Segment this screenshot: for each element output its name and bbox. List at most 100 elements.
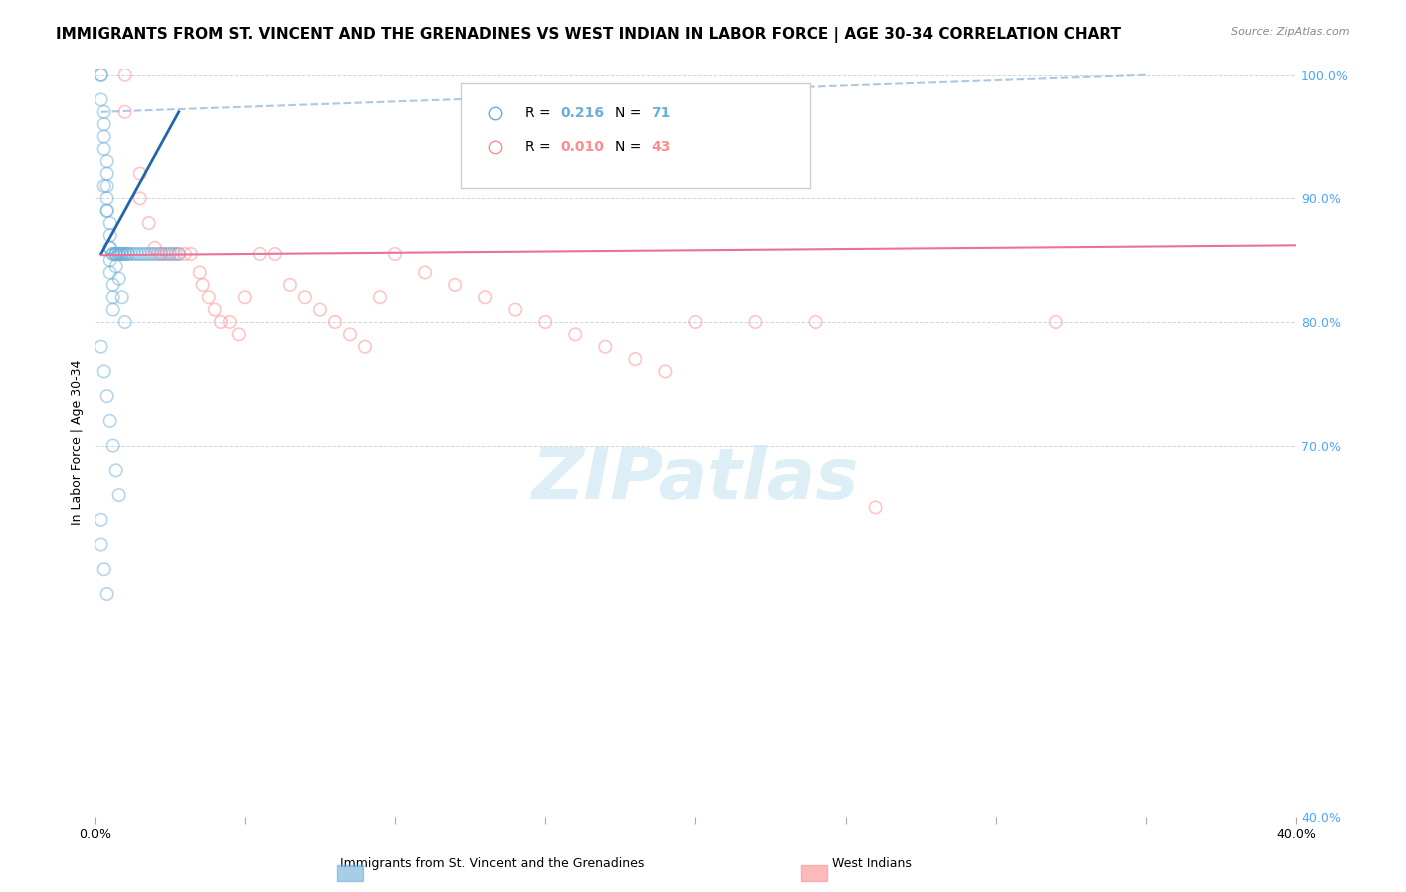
Point: [90, 92, 112, 106]
Point: [107, 247, 129, 261]
Point: [143, 247, 166, 261]
Point: [865, 500, 887, 515]
Point: [162, 247, 184, 261]
Point: [218, 315, 240, 329]
Point: [167, 247, 190, 261]
Point: [101, 247, 124, 261]
Point: [128, 191, 150, 205]
Point: [107, 271, 129, 285]
Point: [90, 68, 112, 82]
Point: [263, 247, 285, 261]
Point: [156, 247, 179, 261]
Point: [138, 216, 160, 230]
Point: [384, 247, 406, 261]
Point: [98, 241, 121, 255]
Point: [93, 142, 115, 156]
Point: [93, 129, 115, 144]
Point: [104, 247, 127, 261]
Point: [107, 488, 129, 502]
Point: [96, 154, 118, 169]
Point: [323, 315, 346, 329]
Point: [98, 266, 121, 280]
Point: [120, 247, 142, 261]
Point: [93, 104, 115, 119]
Point: [104, 463, 127, 477]
Point: [96, 178, 118, 193]
Text: IMMIGRANTS FROM ST. VINCENT AND THE GRENADINES VS WEST INDIAN IN LABOR FORCE | A: IMMIGRANTS FROM ST. VINCENT AND THE GREN…: [56, 27, 1121, 43]
Point: [132, 247, 155, 261]
Point: [96, 203, 118, 218]
Text: 0.010: 0.010: [561, 140, 605, 154]
Point: [111, 247, 134, 261]
Point: [624, 352, 647, 367]
Point: [93, 117, 115, 131]
Point: [96, 389, 118, 403]
Text: 0.216: 0.216: [561, 106, 605, 120]
Point: [104, 247, 127, 261]
Point: [685, 315, 707, 329]
Point: [104, 247, 127, 261]
Point: [188, 266, 211, 280]
Point: [804, 315, 827, 329]
Point: [98, 241, 121, 255]
Point: [209, 315, 232, 329]
Point: [368, 290, 391, 304]
Point: [233, 290, 256, 304]
Point: [167, 247, 190, 261]
Point: [354, 340, 377, 354]
Point: [101, 247, 124, 261]
Point: [309, 302, 332, 317]
Point: [593, 340, 616, 354]
Point: [204, 302, 226, 317]
Text: N =: N =: [614, 140, 645, 154]
Point: [96, 203, 118, 218]
Point: [135, 247, 157, 261]
Point: [101, 302, 124, 317]
Point: [101, 277, 124, 292]
Point: [107, 247, 129, 261]
Point: [98, 228, 121, 243]
Point: [143, 241, 166, 255]
Point: [149, 247, 172, 261]
Text: R =: R =: [524, 106, 555, 120]
Point: [128, 167, 150, 181]
Point: [149, 247, 172, 261]
Point: [111, 247, 134, 261]
Point: [191, 277, 214, 292]
Point: [339, 327, 361, 342]
Point: [96, 587, 118, 601]
Point: [138, 247, 160, 261]
Point: [128, 247, 150, 261]
Point: [114, 247, 136, 261]
Point: [165, 247, 187, 261]
Point: [104, 260, 127, 274]
Point: [159, 247, 181, 261]
Point: [90, 68, 112, 82]
Point: [122, 247, 145, 261]
Point: [96, 167, 118, 181]
Point: [125, 247, 148, 261]
Point: [114, 68, 136, 82]
Point: [198, 290, 221, 304]
Text: West Indians: West Indians: [832, 856, 911, 870]
Text: R =: R =: [524, 140, 555, 154]
Point: [114, 104, 136, 119]
Point: [90, 340, 112, 354]
Text: 43: 43: [651, 140, 671, 154]
Point: [413, 266, 436, 280]
Point: [474, 290, 496, 304]
Point: [107, 247, 129, 261]
Point: [114, 315, 136, 329]
Point: [444, 277, 467, 292]
Point: [180, 247, 202, 261]
Point: [98, 414, 121, 428]
Point: [93, 178, 115, 193]
Text: 71: 71: [651, 106, 671, 120]
Point: [503, 302, 526, 317]
Point: [117, 247, 139, 261]
Point: [93, 364, 115, 378]
Point: [104, 247, 127, 261]
Point: [101, 290, 124, 304]
Point: [111, 247, 134, 261]
Point: [294, 290, 316, 304]
